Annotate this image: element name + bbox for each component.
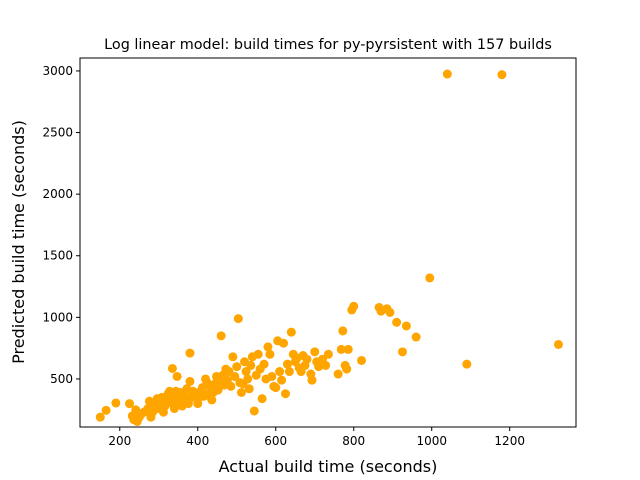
data-point (321, 360, 331, 370)
data-point (244, 384, 254, 394)
data-point (284, 367, 294, 377)
data-point (246, 360, 256, 370)
data-point (265, 349, 275, 359)
data-point (553, 339, 563, 349)
x-tick-label: 1200 (494, 434, 525, 448)
data-point (259, 359, 269, 369)
data-point (425, 273, 435, 283)
data-point (385, 307, 395, 317)
x-axis-ticks: 200 400 600 800 1000 1200 (108, 427, 525, 448)
data-point (233, 314, 243, 324)
data-point (257, 394, 267, 404)
data-point (216, 331, 226, 341)
y-tick-label: 2000 (42, 187, 73, 201)
data-point (343, 344, 353, 354)
data-point (230, 371, 240, 381)
data-point (357, 355, 367, 365)
data-point (267, 371, 277, 381)
data-point (323, 349, 333, 359)
x-tick-label: 600 (264, 434, 287, 448)
data-point (185, 376, 195, 386)
data-point (338, 326, 348, 336)
data-point (185, 348, 195, 358)
y-axis-ticks: 500 1000 1500 2000 2500 3000 (42, 64, 80, 386)
data-point (411, 332, 421, 342)
data-point (207, 395, 217, 405)
y-tick-label: 1000 (42, 310, 73, 324)
data-point (232, 362, 242, 372)
data-point (310, 347, 320, 357)
data-point (125, 399, 135, 409)
data-point (213, 385, 223, 395)
data-point (167, 363, 177, 373)
data-point (253, 349, 263, 359)
data-point (307, 375, 317, 385)
data-point (497, 70, 507, 80)
data-point (95, 412, 105, 422)
data-point (462, 359, 472, 369)
data-point (111, 398, 121, 408)
data-point (314, 362, 324, 372)
data-point (349, 301, 359, 311)
data-point (286, 327, 296, 337)
data-point (342, 364, 352, 374)
points-layer (95, 69, 563, 426)
x-tick-label: 800 (342, 434, 365, 448)
data-point (336, 344, 346, 354)
data-point (275, 367, 285, 377)
data-point (282, 359, 292, 369)
data-point (101, 405, 111, 415)
y-tick-label: 500 (50, 372, 73, 386)
data-point (392, 317, 402, 327)
data-point (228, 352, 238, 362)
data-point (249, 406, 259, 416)
x-tick-label: 400 (186, 434, 209, 448)
data-point (401, 321, 411, 331)
data-point (333, 369, 343, 379)
y-tick-label: 2500 (42, 126, 73, 140)
data-point (280, 389, 290, 399)
data-point (241, 367, 251, 377)
chart-title: Log linear model: build times for py-pyr… (104, 37, 552, 53)
data-point (226, 381, 236, 391)
x-tick-label: 1000 (416, 434, 447, 448)
plot-area-frame (79, 57, 577, 428)
x-axis-label: Actual build time (seconds) (219, 457, 438, 476)
data-point (279, 338, 289, 348)
data-point (243, 374, 253, 384)
data-point (271, 383, 281, 393)
y-axis-label: Predicted build time (seconds) (9, 120, 28, 364)
data-point (263, 342, 273, 352)
data-point (397, 347, 407, 357)
x-tick-label: 200 (108, 434, 131, 448)
data-point (236, 388, 246, 398)
data-point (277, 375, 287, 385)
y-tick-label: 1500 (42, 249, 73, 263)
data-point (442, 69, 452, 79)
data-point (172, 371, 182, 381)
data-point (302, 354, 312, 364)
y-tick-label: 3000 (42, 64, 73, 78)
